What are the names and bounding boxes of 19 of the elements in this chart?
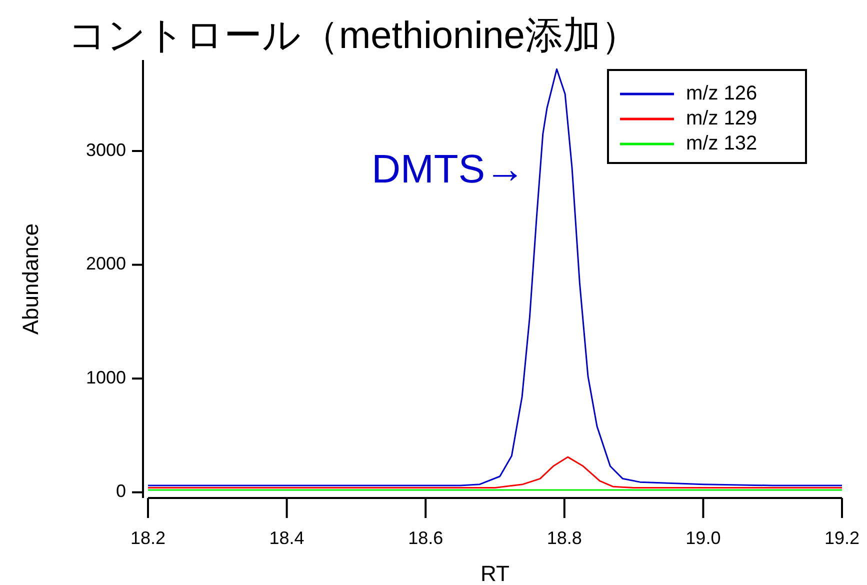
y-tick-label: 0 (116, 481, 126, 502)
x-tick-label: 19.2 (824, 528, 860, 548)
chart-title: コントロール（methionine添加） (68, 15, 639, 57)
x-tick-label: 18.4 (269, 528, 304, 548)
y-axis-title: Abundance (18, 223, 43, 335)
line-series (147, 456, 843, 489)
y-tick-label: 2000 (86, 254, 126, 274)
x-tick-label: 18.6 (408, 528, 444, 548)
x-axis-title: RT (480, 561, 510, 585)
y-tick-label: 1000 (86, 367, 126, 388)
y-tick-label: 3000 (86, 140, 126, 160)
legend-label: m/z 126 (686, 82, 758, 104)
x-tick-label: 19.0 (686, 528, 721, 548)
legend-label: m/z 129 (686, 107, 758, 130)
x-tick-label: 18.8 (546, 528, 582, 548)
annotation: DMTS→ (372, 148, 525, 192)
legend-label: m/z 132 (686, 132, 758, 154)
line-series (147, 68, 843, 486)
x-tick-label: 18.2 (130, 528, 166, 548)
